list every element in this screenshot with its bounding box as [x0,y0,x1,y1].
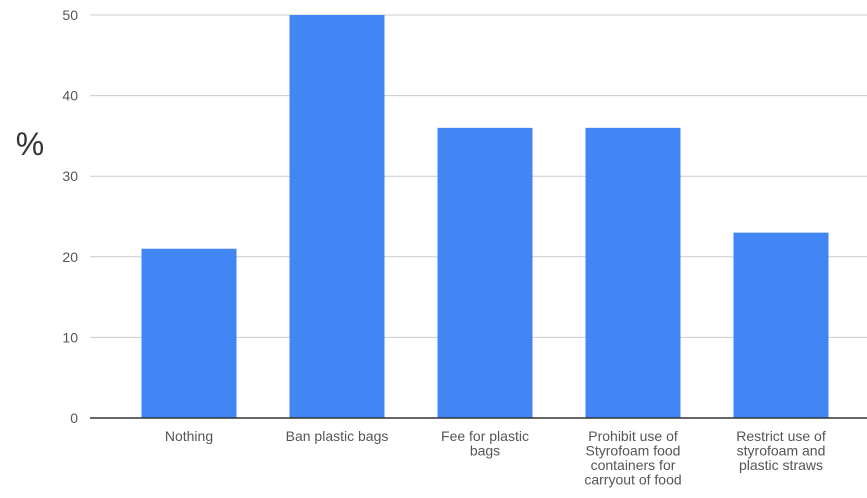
y-tick-label: 50 [62,7,78,23]
y-axis-ticks: 0 10 20 30 40 50 [62,7,78,426]
y-tick-label: 10 [62,329,78,345]
bar-4 [733,232,829,418]
bar-2 [437,127,533,418]
y-tick-label: 40 [62,88,78,104]
bar-3 [585,127,681,418]
y-axis-label: % [16,126,44,162]
bar-0 [141,248,237,418]
x-tick-label: Prohibit use of Styrofoam food containers … [584,428,681,488]
x-tick-label: Fee for plastic bags [441,428,529,459]
x-tick-label: Ban plastic bags [286,428,389,444]
y-tick-label: 30 [62,168,78,184]
x-tick-label: Nothing [165,428,213,444]
y-tick-label: 20 [62,249,78,265]
x-tick-label: Restrict use of styrofoam and plastic stra… [736,428,826,473]
bars [141,15,829,418]
y-tick-label: 0 [70,410,78,426]
bar-1 [289,15,385,418]
x-axis-labels: Nothing Ban plastic bags Fee for plastic ba… [165,428,826,488]
